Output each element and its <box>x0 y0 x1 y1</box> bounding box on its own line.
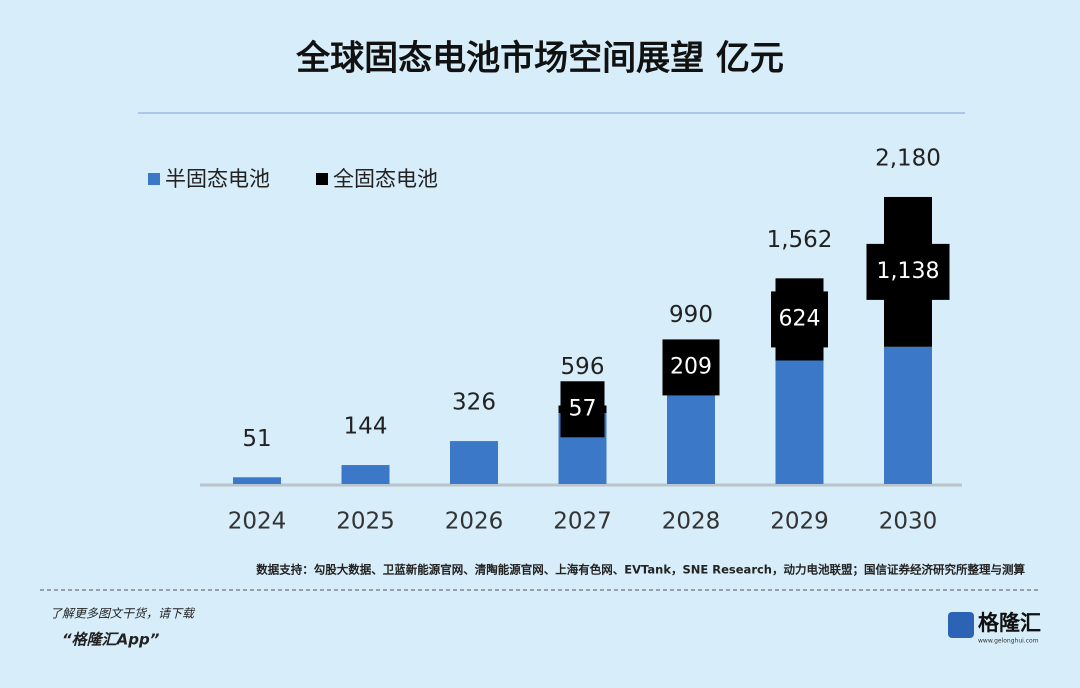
bar-segment <box>775 360 824 484</box>
x-tick-label: 2029 <box>770 509 829 535</box>
logo-icon <box>948 612 974 638</box>
total-label: 990 <box>669 302 713 328</box>
source: 数据支持：勾股大数据、卫蓝新能源官网、清陶能源官网、上海有色网、EVTank，S… <box>256 563 1025 577</box>
x-tick-label: 2026 <box>445 509 504 535</box>
value-label: 624 <box>779 306 821 331</box>
bar-segment <box>233 477 281 484</box>
legend-swatch <box>316 173 328 185</box>
logo-url: www.gelonghui.com <box>978 638 1039 645</box>
x-tick-label: 2028 <box>662 509 721 535</box>
value-label: 57 <box>569 396 597 421</box>
total-label: 596 <box>561 354 605 380</box>
bar-segment <box>884 346 932 484</box>
legend-label: 半固态电池 <box>165 167 270 191</box>
x-tick-label: 2025 <box>336 509 395 535</box>
bar-segment <box>341 465 390 484</box>
bar-segment <box>450 441 498 484</box>
x-tick-label: 2030 <box>879 509 938 535</box>
footer-app: “格隆汇App” <box>62 631 160 649</box>
total-label: 326 <box>452 390 496 416</box>
value-label-box <box>866 243 950 300</box>
value-label-box <box>560 381 605 438</box>
legend-swatch <box>148 173 160 185</box>
value-label-box <box>662 339 720 396</box>
total-label: 51 <box>242 426 271 452</box>
logo-text: 格隆汇 <box>978 611 1041 635</box>
total-label: 2,180 <box>875 145 941 171</box>
chart-title: 全球固态电池市场空间展望 亿元 <box>295 39 784 79</box>
footer-prompt: 了解更多图文干货，请下载 <box>50 607 196 621</box>
value-label: 1,138 <box>877 259 940 284</box>
total-label: 144 <box>344 414 388 440</box>
legend-label: 全固态电池 <box>333 167 438 191</box>
total-label: 1,562 <box>767 227 833 253</box>
value-label: 209 <box>670 354 712 379</box>
x-tick-label: 2027 <box>553 509 612 535</box>
x-tick-label: 2024 <box>228 509 287 535</box>
bar-segment <box>667 381 715 484</box>
value-label-box <box>771 291 828 348</box>
